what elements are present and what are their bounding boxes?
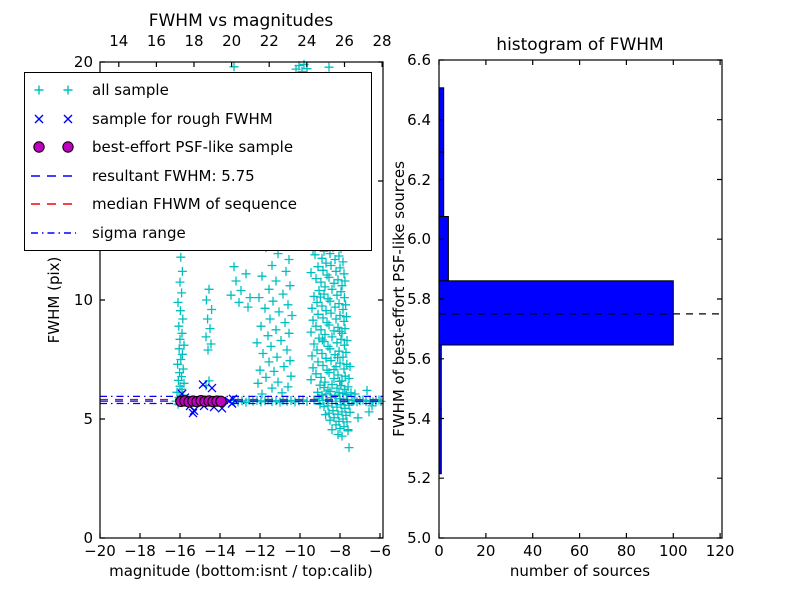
histogram-bar xyxy=(438,216,449,282)
left-plot-title: FWHM vs magnitudes xyxy=(148,11,334,31)
right-plot-xlabel: number of sources xyxy=(509,562,651,580)
legend-item-rough-fwhm: sample for rough FWHM xyxy=(25,106,371,132)
legend-label: median FHWM of sequence xyxy=(92,195,297,214)
plus-marker-icon xyxy=(34,85,73,95)
legend-label: resultant FWHM: 5.75 xyxy=(92,166,255,185)
histogram-bar xyxy=(438,151,445,217)
legend-item-psf-sample: best-effort PSF-like sample xyxy=(25,134,371,160)
legend-label: all sample xyxy=(92,81,169,100)
right-plot-title: histogram of FWHM xyxy=(496,35,664,55)
legend-item-median-fhwm: median FHWM of sequence xyxy=(25,191,371,217)
legend-item-all-sample: all sample xyxy=(25,77,371,103)
legend-label: best-effort PSF-like sample xyxy=(92,138,294,157)
dashed-line-icon xyxy=(31,174,76,177)
legend-label: sample for rough FWHM xyxy=(92,109,273,128)
histogram-bar xyxy=(438,280,674,346)
legend-box: all sample sample for rough FWHM best-ef… xyxy=(24,72,372,251)
psf-sample-point xyxy=(215,395,227,408)
circle-marker-icon xyxy=(33,141,74,153)
legend-item-resultant-fwhm: resultant FWHM: 5.75 xyxy=(25,163,371,189)
axis-ticks xyxy=(99,59,722,539)
legend-label: sigma range xyxy=(92,223,186,242)
left-plot-ylabel: FWHM (pix) xyxy=(45,256,63,344)
right-plot-ylabel: FWHM of best-effort PSF-like sources xyxy=(390,161,408,437)
x-marker-icon xyxy=(34,114,73,124)
left-plot-xlabel: magnitude (bottom:isnt / top:calib) xyxy=(109,562,373,580)
legend-item-sigma-range: sigma range xyxy=(25,220,371,246)
dashdot-line-icon xyxy=(31,231,76,234)
dashed-line-icon xyxy=(31,203,76,205)
